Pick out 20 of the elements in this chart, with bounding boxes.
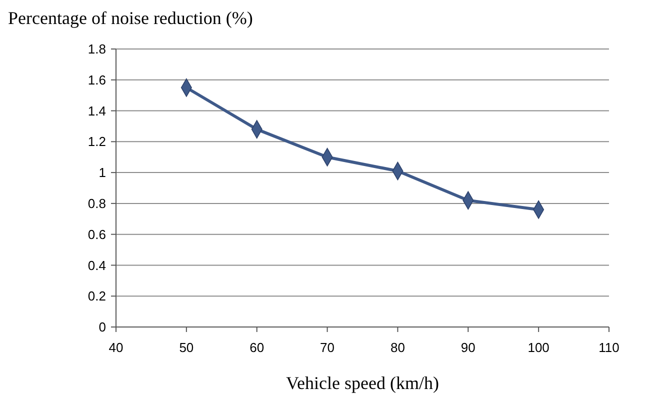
x-tick-label: 70 [320, 340, 335, 355]
x-tick-label: 90 [460, 340, 476, 355]
x-tick-label: 60 [250, 340, 264, 355]
y-tick-label: 0.4 [88, 258, 106, 273]
y-tick-label: 1.8 [88, 42, 106, 57]
y-tick-label: 1.4 [88, 103, 106, 118]
x-tick-label: 40 [108, 340, 124, 355]
x-tick-label: 80 [390, 340, 405, 355]
y-tick-label: 1.2 [88, 134, 106, 150]
x-tick-label: 100 [528, 340, 550, 355]
x-axis-title: Vehicle speed (km/h) [286, 373, 439, 393]
y-tick-label: 1 [98, 165, 106, 180]
y-tick-label: 0.6 [88, 226, 106, 242]
y-axis-title: Percentage of noise reduction (%) [8, 8, 253, 28]
y-tick-label: 0.8 [88, 196, 106, 211]
y-tick-label: 1.6 [88, 72, 106, 88]
x-tick-label: 50 [179, 340, 194, 355]
y-tick-label: 0.2 [88, 288, 106, 304]
y-tick-label: 0 [98, 320, 106, 335]
x-tick-label: 110 [598, 340, 620, 355]
